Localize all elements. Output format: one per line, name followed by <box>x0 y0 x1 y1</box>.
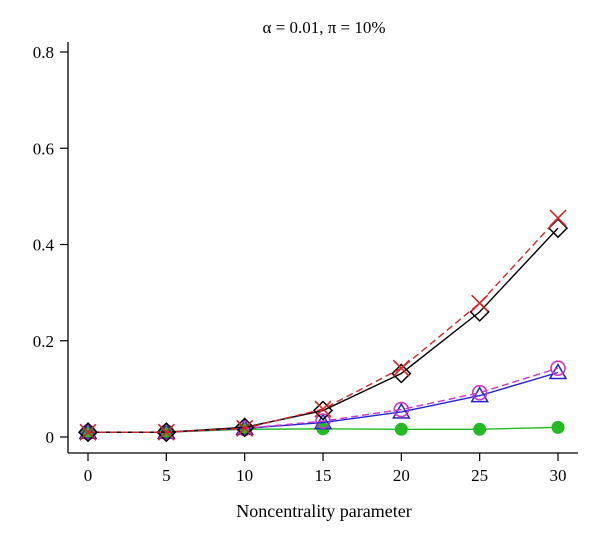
data-point <box>551 420 565 434</box>
data-point <box>234 417 255 438</box>
data-point <box>312 400 334 421</box>
data-point <box>549 209 567 227</box>
chart-title: α = 0.01, π = 10% <box>262 18 385 37</box>
data-point <box>156 422 177 443</box>
data-point <box>79 423 97 441</box>
data-point <box>550 360 566 376</box>
x-tick-label: 25 <box>471 466 488 485</box>
data-point <box>314 400 332 418</box>
series-cross <box>79 209 567 441</box>
x-tick-label: 15 <box>315 466 332 485</box>
y-tick-label: 0.4 <box>33 236 55 255</box>
x-tick-label: 20 <box>393 466 410 485</box>
data-point <box>471 294 489 312</box>
x-tick-label: 5 <box>162 466 171 485</box>
data-point <box>470 386 489 403</box>
data-point <box>392 359 410 377</box>
series-circle-open <box>80 360 566 440</box>
series-circle-filled <box>81 420 565 439</box>
x-tick-label: 10 <box>236 466 253 485</box>
plot-axes: 0 5 10 15 20 25 30 0 0.2 0.4 0.6 0.8 <box>33 42 578 485</box>
data-point <box>157 422 176 439</box>
series-layer <box>77 209 569 443</box>
data-point <box>392 402 411 419</box>
x-axis-label: Noncentrality parameter <box>236 501 411 521</box>
x-tick-label: 0 <box>84 466 93 485</box>
x-tick-label: 30 <box>550 466 567 485</box>
data-point <box>315 413 331 429</box>
series-diamond <box>77 218 569 443</box>
y-tick-label: 0.8 <box>33 43 54 62</box>
data-point <box>77 422 99 443</box>
data-point <box>473 422 487 436</box>
data-point <box>157 423 175 441</box>
data-point <box>391 363 412 384</box>
data-point <box>548 363 568 380</box>
data-point <box>393 401 410 418</box>
y-tick-label: 0 <box>46 428 55 447</box>
y-tick-label: 0.6 <box>33 139 54 158</box>
data-point <box>78 422 98 439</box>
data-point <box>471 384 488 401</box>
data-point <box>394 422 408 436</box>
data-point <box>236 419 254 437</box>
y-tick-label: 0.2 <box>33 332 54 351</box>
